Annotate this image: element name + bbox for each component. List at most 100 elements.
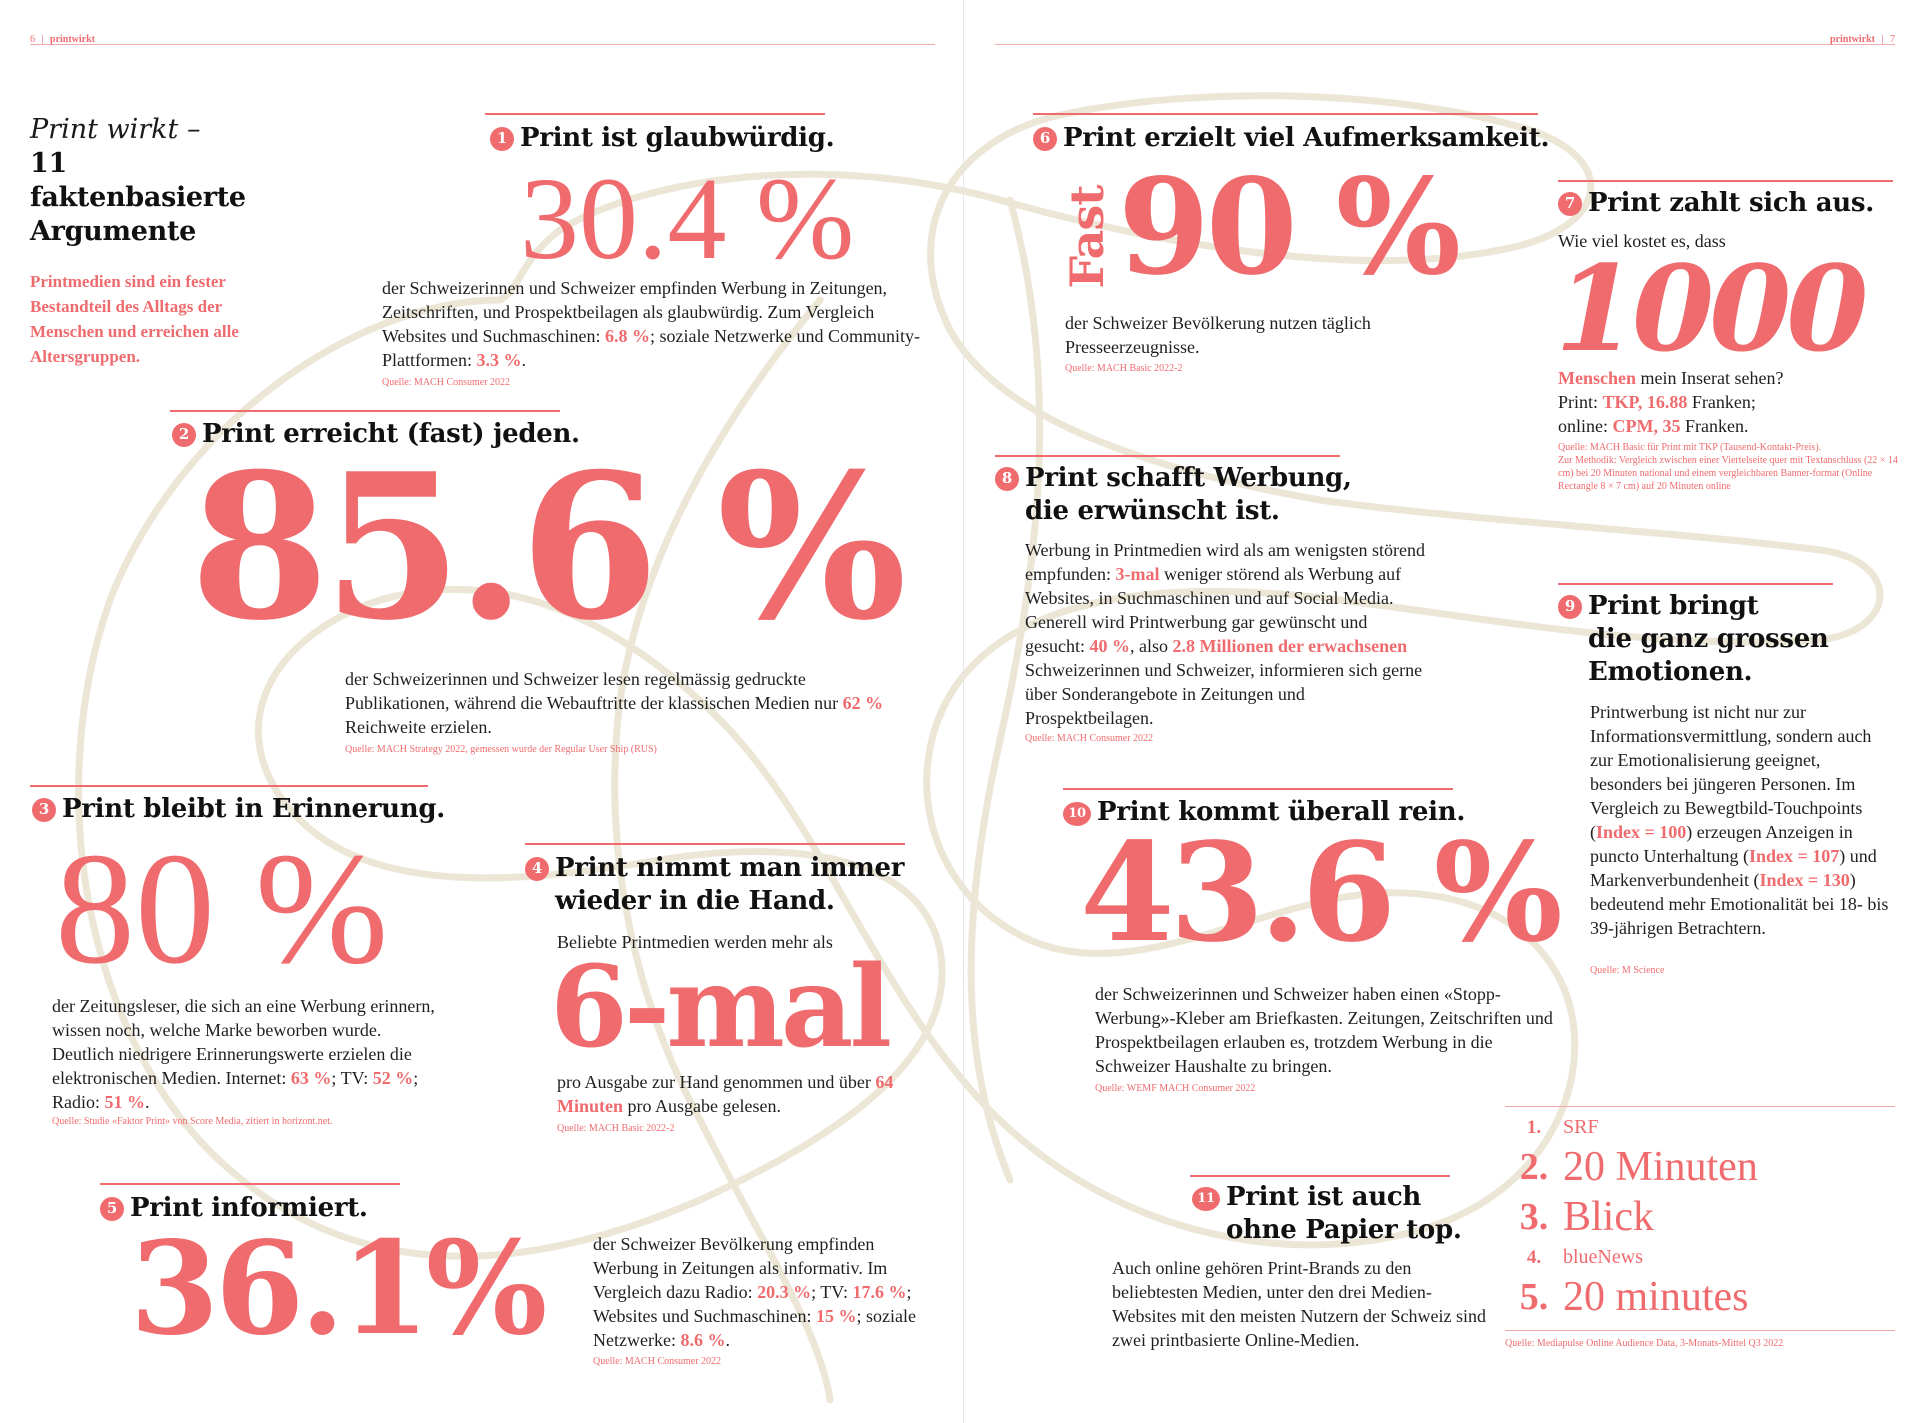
section-2-heading: 2 Print erreicht (fast) jeden.: [172, 418, 580, 451]
section-7-heading: 7 Print zahlt sich aus.: [1558, 187, 1874, 220]
section-1-text: der Schweizerinnen und Schweizer empfind…: [382, 278, 920, 370]
ranking-item: 2. 20 Minuten: [1505, 1142, 1895, 1192]
ranking-list: 1. SRF 2. 20 Minuten 3. Blick 4. blueNew…: [1505, 1112, 1895, 1322]
section-11-number: 11: [1192, 1186, 1220, 1211]
section-11-text: Auch online gehören Print-Brands zu den …: [1112, 1258, 1486, 1350]
section-8-rule: [995, 455, 1340, 457]
ranking-rule-bottom: [1505, 1330, 1895, 1331]
section-3-big-value: 80 %: [55, 819, 389, 997]
section-5-rule: [100, 1183, 400, 1185]
section-4-source: Quelle: MACH Basic 2022-2: [557, 1123, 675, 1134]
ranking-name: 20 Minuten: [1563, 1144, 1758, 1190]
section-3-heading: 3 Print bleibt in Erinnerung.: [32, 793, 445, 826]
intro-lead: Printmedien sind ein fester Bestandteil …: [30, 272, 239, 366]
section-11-heading: 11 Print ist auch ohne Papier top.: [1192, 1181, 1492, 1247]
section-2-source: Quelle: MACH Strategy 2022, gemessen wur…: [345, 744, 657, 755]
section-6-big-value: 90 %: [1118, 150, 1461, 305]
section-10-heading: 10 Print kommt überall rein.: [1063, 796, 1465, 829]
section-2-rule: [170, 410, 560, 412]
ranking-rank: 5.: [1519, 1276, 1549, 1318]
section-4-intro: Beliebte Printmedien werden mehr als: [557, 932, 833, 952]
section-5-big-value: 36.1%: [130, 1214, 547, 1364]
section-7-source: Quelle: MACH Basic für Print mit TKP (Ta…: [1558, 442, 1898, 492]
section-3-number: 3: [32, 797, 56, 822]
ranking-source: Quelle: Mediapulse Online Audience Data,…: [1505, 1338, 1784, 1349]
intro-title-line-1: 11 faktenbasierte: [30, 148, 246, 213]
section-9-heading: 9 Print bringt die ganz grossen Emotionen…: [1558, 590, 1878, 689]
section-6-source: Quelle: MACH Basic 2022-2: [1065, 363, 1183, 374]
intro-block: Print wirkt – 11 faktenbasierte Argument…: [30, 113, 290, 369]
section-1-heading: 1 Print ist glaubwürdig.: [490, 122, 835, 155]
section-2-text: der Schweizerinnen und Schweizer lesen r…: [345, 669, 884, 737]
section-1-number: 1: [490, 126, 514, 151]
ranking-name: 20 minutes: [1563, 1274, 1749, 1320]
section-7-rule: [1558, 180, 1893, 182]
section-5-heading: 5 Print informiert.: [100, 1192, 368, 1225]
section-8-text: Werbung in Printmedien wird als am wenig…: [1025, 540, 1425, 728]
section-5-source: Quelle: MACH Consumer 2022: [593, 1356, 722, 1367]
ranking-item: 5. 20 minutes: [1505, 1272, 1895, 1322]
section-10-number: 10: [1063, 801, 1091, 826]
section-3-rule: [30, 785, 428, 787]
section-1-source: Quelle: MACH Consumer 2022: [382, 377, 511, 388]
section-7-number: 7: [1558, 191, 1582, 216]
header-right: printwirkt | 7: [1795, 33, 1895, 46]
section-8-source: Quelle: MACH Consumer 2022: [1025, 733, 1154, 744]
section-4-text: pro Ausgabe zur Hand genommen und über 6…: [557, 1072, 894, 1116]
page-number-right: 7: [1890, 34, 1895, 45]
section-1-rule: [485, 113, 825, 115]
section-8-number: 8: [995, 466, 1019, 491]
section-2-big-value: 85.6 %: [190, 430, 907, 665]
header-separator: |: [1881, 34, 1884, 45]
ranking-item: 3. Blick: [1505, 1192, 1895, 1242]
ranking-rank: 3.: [1519, 1196, 1549, 1238]
ranking-item: 4. blueNews: [1505, 1242, 1895, 1272]
section-9-rule: [1558, 583, 1833, 585]
ranking-name: blueNews: [1563, 1246, 1643, 1268]
section-10-rule: [1063, 788, 1453, 790]
header-separator: |: [41, 34, 44, 45]
ranking-rank: 4.: [1526, 1246, 1542, 1268]
section-7-intro: Wie viel kostet es, dass: [1558, 231, 1726, 251]
section-5-text: der Schweizer Bevölkerung empfinden Werb…: [593, 1234, 916, 1350]
ranking-rank: 2.: [1519, 1146, 1549, 1188]
ranking-item: 1. SRF: [1505, 1112, 1895, 1142]
section-3-text: der Zeitungsleser, die sich an eine Werb…: [52, 996, 435, 1112]
page-gutter: [963, 0, 964, 1423]
section-9-text: Printwerbung ist nicht nur zur Informati…: [1590, 702, 1889, 938]
section-4-heading: 4 Print nimmt man immer wieder in die Han…: [525, 852, 925, 918]
intro-title-italic: Print wirkt –: [30, 114, 201, 145]
section-4-number: 4: [525, 856, 549, 881]
header-rule-right: [995, 44, 1895, 45]
section-11-rule: [1190, 1175, 1450, 1177]
header-rule-left: [30, 44, 935, 45]
section-6-number: 6: [1033, 126, 1057, 151]
section-6-text: der Schweizer Bevölkerung nutzen täglich…: [1065, 313, 1371, 357]
section-10-big-value: 43.6 %: [1080, 813, 1563, 973]
section-4-big-value: 6-mal: [550, 942, 892, 1073]
section-6-heading: 6 Print erzielt viel Aufmerksamkeit.: [1033, 122, 1550, 155]
ranking-name: Blick: [1563, 1194, 1654, 1240]
ranking-rank: 1.: [1526, 1116, 1542, 1138]
ranking-rule-top: [1505, 1106, 1895, 1107]
section-9-number: 9: [1558, 594, 1582, 619]
section-2-number: 2: [172, 422, 196, 447]
section-7-big-value: 1000: [1555, 239, 1868, 378]
section-8-heading: 8 Print schafft Werbung, die erwünscht is…: [995, 462, 1395, 528]
intro-title-line-2: Argumente: [30, 216, 197, 247]
section-10-source: Quelle: WEMF MACH Consumer 2022: [1095, 1083, 1256, 1094]
brand-left: printwirkt: [50, 34, 96, 45]
header-left: 6 | printwirkt: [30, 33, 95, 46]
section-7-text: Menschen mein Inserat sehen? Print: TKP,…: [1558, 368, 1784, 436]
section-3-source: Quelle: Studie «Faktor Print» von Score …: [52, 1116, 333, 1127]
section-6-fast-label: Fast: [1060, 185, 1114, 289]
section-9-source: Quelle: M Science: [1590, 965, 1665, 976]
section-5-number: 5: [100, 1196, 124, 1221]
section-6-rule: [1033, 113, 1538, 115]
ranking-name: SRF: [1563, 1116, 1599, 1138]
section-4-rule: [525, 843, 905, 845]
section-10-text: der Schweizerinnen und Schweizer haben e…: [1095, 984, 1553, 1076]
page-number-left: 6: [30, 34, 35, 45]
section-1-big-value: 30.4 %: [520, 153, 855, 284]
